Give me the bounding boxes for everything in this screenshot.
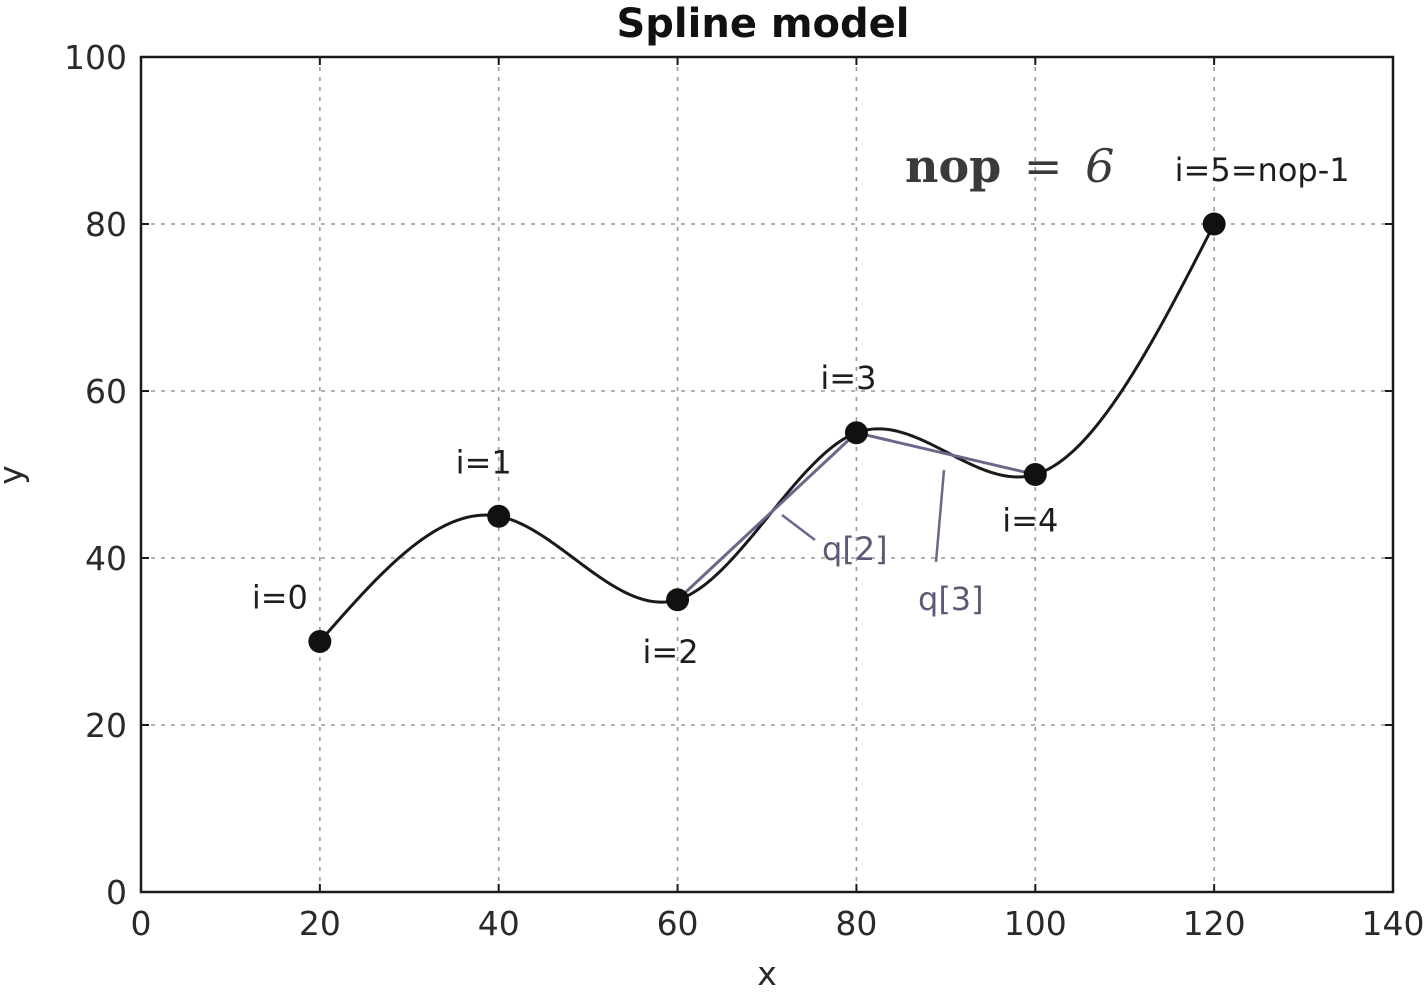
y-tick-label: 100	[64, 38, 127, 77]
point-label: i=3	[820, 359, 876, 397]
x-tick-label: 0	[131, 904, 152, 943]
annotation-label: q[3]	[918, 580, 984, 618]
points-layer	[308, 212, 1226, 653]
x-tick-label: 60	[657, 904, 699, 943]
linear-segment	[856, 431, 1036, 476]
nop-equals: =	[1024, 139, 1063, 193]
data-point	[844, 421, 868, 445]
x-tick-label: 40	[478, 904, 520, 943]
y-tick-label: 20	[85, 706, 127, 745]
x-axis-label: x	[757, 954, 777, 992]
plot-frame	[139, 55, 1395, 894]
data-point	[666, 588, 690, 612]
linear-segment	[676, 431, 858, 601]
y-tick-label: 80	[85, 205, 127, 244]
series-layer	[318, 223, 1216, 643]
x-tick-label: 120	[1183, 904, 1246, 943]
x-tick-label: 140	[1362, 904, 1425, 943]
annotation-leader	[781, 514, 816, 541]
x-tick-label: 80	[835, 904, 877, 943]
point-labels-layer: i=0 i=1 i=2 i=3 i=4 i=5=nop-1	[252, 151, 1350, 671]
data-point	[1023, 463, 1047, 486]
chart-title: Spline model	[616, 1, 909, 47]
x-ticks: 0 20 40 60 80 100 120 140	[131, 57, 1425, 943]
x-tick-label: 20	[299, 904, 341, 943]
point-label: i=4	[1002, 502, 1058, 540]
annotation-leader	[934, 469, 946, 563]
annotation-layer: q[2] q[3]	[781, 469, 984, 618]
nop-name: nop	[905, 139, 1001, 193]
nop-value: 6	[1085, 139, 1114, 193]
data-point	[308, 630, 332, 653]
point-label: i=1	[456, 443, 512, 481]
annotation-label: q[2]	[822, 530, 888, 568]
y-tick-label: 40	[85, 539, 127, 578]
data-point	[1202, 212, 1226, 236]
point-label: i=5=nop-1	[1175, 151, 1350, 189]
y-tick-label: 60	[85, 372, 127, 411]
point-label: i=0	[252, 579, 308, 617]
nop-label: nop = 6	[905, 139, 1114, 193]
spline-curve	[318, 223, 1216, 643]
y-axis-label: y	[0, 465, 30, 485]
y-tick-label: 0	[106, 873, 127, 912]
grid-layer	[141, 57, 1393, 892]
point-label: i=2	[643, 633, 699, 671]
y-ticks: 0 20 40 60 80 100	[64, 38, 1393, 912]
x-tick-label: 100	[1004, 904, 1067, 943]
data-point	[487, 504, 511, 528]
